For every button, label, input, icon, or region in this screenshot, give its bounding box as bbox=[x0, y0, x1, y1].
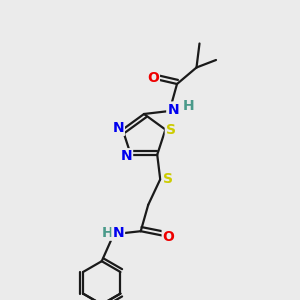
Text: H: H bbox=[183, 99, 195, 112]
Text: N: N bbox=[112, 226, 124, 240]
Text: H: H bbox=[102, 226, 113, 240]
Text: N: N bbox=[121, 149, 132, 163]
Text: O: O bbox=[163, 230, 175, 244]
Text: N: N bbox=[167, 103, 179, 116]
Text: N: N bbox=[112, 121, 124, 135]
Text: S: S bbox=[166, 122, 176, 136]
Text: S: S bbox=[163, 172, 173, 186]
Text: O: O bbox=[147, 71, 159, 85]
